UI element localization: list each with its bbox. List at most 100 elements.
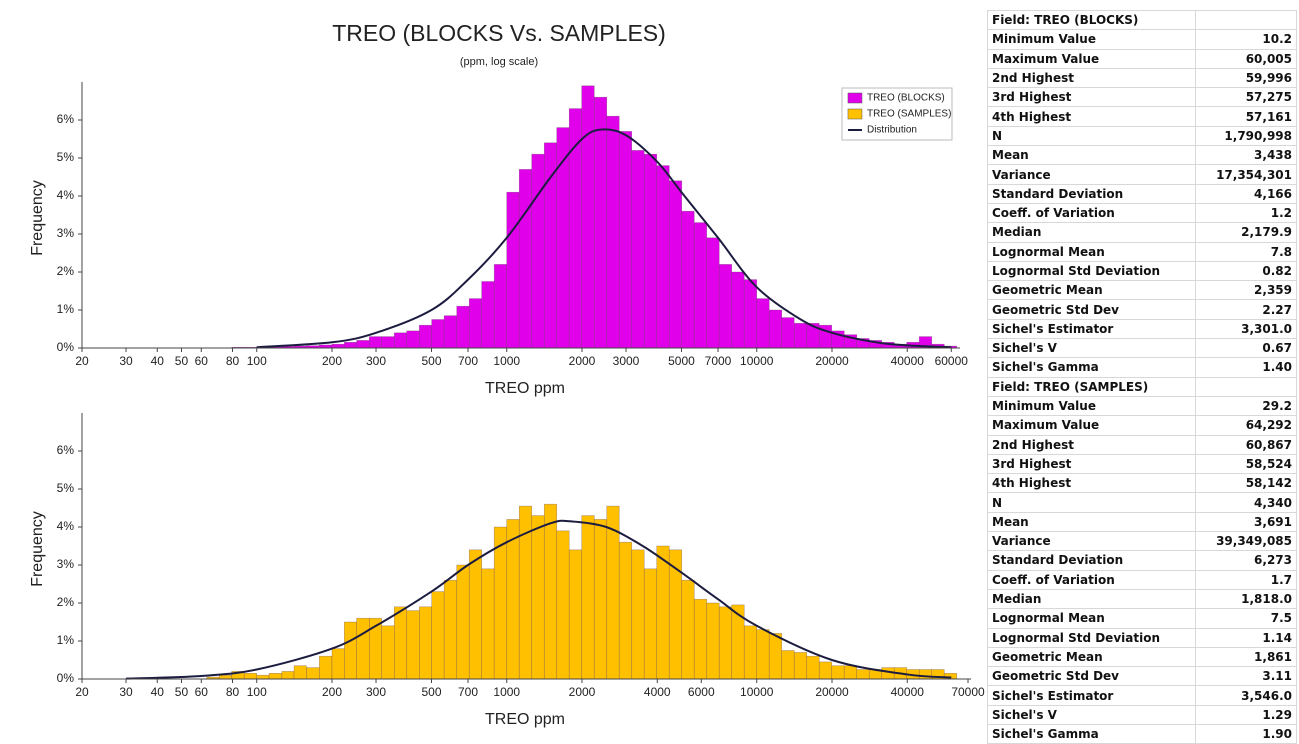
bar xyxy=(543,142,558,349)
stat-name: Sichel's V xyxy=(987,704,1196,725)
stats-table: Field: TREO (BLOCKS) Minimum Value 10.2 Max… xyxy=(987,9,1297,744)
stat-name: 2nd Highest xyxy=(987,434,1196,455)
bar xyxy=(256,674,270,680)
stat-row: Lognormal Std Deviation 0.82 xyxy=(987,260,1297,282)
section-title: Field: TREO (BLOCKS) xyxy=(987,9,1196,31)
stat-row: Median 2,179.9 xyxy=(987,222,1297,243)
stat-name: Minimum Value xyxy=(987,29,1196,50)
bar xyxy=(393,606,408,680)
bar xyxy=(531,153,545,349)
stat-name: Geometric Std Dev xyxy=(987,666,1196,687)
stat-value: 59,996 xyxy=(1195,67,1297,89)
stat-row: Geometric Std Dev 3.11 xyxy=(987,666,1297,687)
bar xyxy=(856,669,870,680)
bar xyxy=(843,665,858,680)
stat-row: Maximum Value 64,292 xyxy=(987,415,1297,436)
stat-name: Standard Deviation xyxy=(987,550,1196,571)
stat-value: 7.5 xyxy=(1195,608,1297,629)
x-tick-label: 300 xyxy=(366,354,386,368)
bar xyxy=(293,665,307,680)
stat-name: 3rd Highest xyxy=(987,453,1196,475)
section-header: Field: TREO (BLOCKS) xyxy=(987,9,1297,31)
stat-value: 1.7 xyxy=(1195,569,1297,590)
y-tick-label: 2% xyxy=(57,595,75,609)
stat-value: 1,861 xyxy=(1195,646,1297,668)
x-tick-label: 80 xyxy=(226,685,240,699)
x-tick-label: 5000 xyxy=(668,354,695,368)
x-tick-label: 40 xyxy=(151,685,165,699)
bar xyxy=(793,652,808,680)
chart: 0% 1% 2% 3% 4% 5% 6% 20 30 40 50 60 80 100 200 300 500 70… xyxy=(29,413,985,728)
bar xyxy=(381,625,395,680)
bar xyxy=(718,264,733,349)
y-tick-label: 5% xyxy=(57,150,75,164)
stat-value: 1.40 xyxy=(1195,357,1297,378)
chart: TREO (BLOCKS Vs. SAMPLES) (ppm, log scale… xyxy=(29,20,968,397)
x-tick-label: 20 xyxy=(75,354,89,368)
stat-name: Sichel's Gamma xyxy=(987,723,1196,744)
stat-value: 0.67 xyxy=(1195,338,1297,359)
x-tick-label: 50 xyxy=(175,685,189,699)
legend-label: Distribution xyxy=(867,125,917,136)
bar xyxy=(356,617,370,680)
stat-row: 4th Highest 58,142 xyxy=(987,473,1297,494)
bar xyxy=(668,180,683,349)
y-tick-label: 6% xyxy=(57,443,75,457)
stat-name: Coeff. of Variation xyxy=(987,202,1196,224)
bar xyxy=(781,317,795,349)
bar xyxy=(344,621,357,680)
bar xyxy=(693,222,708,349)
stat-name: 3rd Highest xyxy=(987,87,1196,108)
stats-panel: Field: TREO (BLOCKS) Minimum Value 10.2 Max… xyxy=(987,9,1297,744)
stat-name: 2nd Highest xyxy=(987,67,1196,89)
stat-value: 1.14 xyxy=(1195,627,1297,648)
x-tick-label: 60 xyxy=(195,354,209,368)
stat-value: 3,546.0 xyxy=(1195,685,1297,706)
stat-value: 4,166 xyxy=(1195,183,1297,204)
distribution-line xyxy=(125,519,952,680)
bar xyxy=(543,503,558,680)
bar xyxy=(268,672,283,680)
stat-name: Variance xyxy=(987,164,1196,185)
y-tick-label: 4% xyxy=(57,188,75,202)
stat-row: Mean 3,438 xyxy=(987,145,1297,166)
stat-row: Sichel's Estimator 3,546.0 xyxy=(987,685,1297,706)
x-tick-label: 200 xyxy=(322,354,342,368)
stat-name: N xyxy=(987,125,1196,147)
stat-value: 10.2 xyxy=(1195,29,1297,50)
stat-value: 60,867 xyxy=(1195,434,1297,455)
x-tick-label: 200 xyxy=(322,685,342,699)
y-tick-label: 4% xyxy=(57,519,75,533)
y-tick-label: 6% xyxy=(57,112,75,126)
stat-row: 4th Highest 57,161 xyxy=(987,106,1297,127)
bar xyxy=(518,169,533,349)
legend-swatch xyxy=(847,92,863,104)
stat-row: 3rd Highest 58,524 xyxy=(987,453,1297,475)
stat-value: 1,790,998 xyxy=(1195,125,1297,147)
x-tick-label: 40000 xyxy=(891,685,925,699)
bar xyxy=(381,336,395,349)
bar xyxy=(356,340,370,349)
bar xyxy=(681,579,695,680)
bar xyxy=(319,655,333,680)
stat-value: 57,161 xyxy=(1195,106,1297,127)
bar xyxy=(468,298,482,349)
bar xyxy=(493,264,508,349)
bar xyxy=(506,191,520,349)
y-tick-label: 0% xyxy=(57,340,75,354)
stat-value: 3,438 xyxy=(1195,145,1297,166)
x-tick-label: 500 xyxy=(421,354,441,368)
section-header: Field: TREO (SAMPLES) xyxy=(987,376,1297,397)
bar xyxy=(631,549,645,680)
stat-row: 3rd Highest 57,275 xyxy=(987,87,1297,108)
bar xyxy=(831,665,845,680)
bar xyxy=(743,279,758,349)
stat-name: Geometric Std Dev xyxy=(987,299,1196,320)
stat-row: N 4,340 xyxy=(987,492,1297,513)
stat-name: Sichel's Gamma xyxy=(987,357,1196,378)
x-tick-label: 20000 xyxy=(815,354,849,368)
bar xyxy=(618,541,633,680)
stat-value: 58,142 xyxy=(1195,473,1297,494)
bar xyxy=(369,336,382,349)
legend-swatch xyxy=(847,108,863,120)
